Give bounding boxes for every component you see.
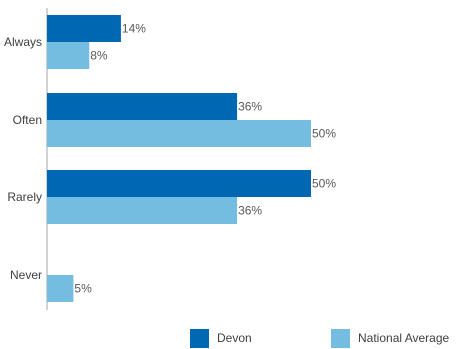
value-label-national-average-often: 50% bbox=[312, 127, 336, 141]
value-label-national-average-always: 8% bbox=[90, 49, 108, 63]
bar-devon-rarely bbox=[47, 170, 311, 197]
value-label-devon-rarely: 50% bbox=[312, 177, 336, 191]
bar-devon-always bbox=[47, 15, 121, 42]
category-label-rarely: Rarely bbox=[7, 190, 42, 204]
legend-label-national-average: National Average bbox=[358, 331, 450, 345]
bar-national-average-rarely bbox=[47, 197, 238, 224]
bar-national-average-often bbox=[47, 120, 311, 147]
category-labels: Always Often Rarely Never bbox=[4, 35, 42, 282]
bars-group bbox=[47, 15, 311, 302]
category-label-never: Never bbox=[10, 268, 42, 282]
category-label-always: Always bbox=[4, 35, 42, 49]
value-labels: 14% 8% 36% 50% 50% 36% 5% bbox=[74, 22, 336, 296]
legend: Devon National Average bbox=[190, 329, 450, 348]
category-label-often: Often bbox=[13, 113, 42, 127]
value-label-national-average-never: 5% bbox=[74, 282, 92, 296]
value-label-national-average-rarely: 36% bbox=[238, 204, 262, 218]
bar-national-average-never bbox=[47, 275, 74, 302]
value-label-devon-always: 14% bbox=[122, 22, 146, 36]
value-label-devon-often: 36% bbox=[238, 100, 262, 114]
legend-swatch-devon bbox=[190, 329, 209, 348]
bar-national-average-always bbox=[47, 42, 90, 69]
legend-swatch-national-average bbox=[331, 329, 350, 348]
legend-label-devon: Devon bbox=[217, 331, 252, 345]
bar-devon-often bbox=[47, 93, 238, 120]
